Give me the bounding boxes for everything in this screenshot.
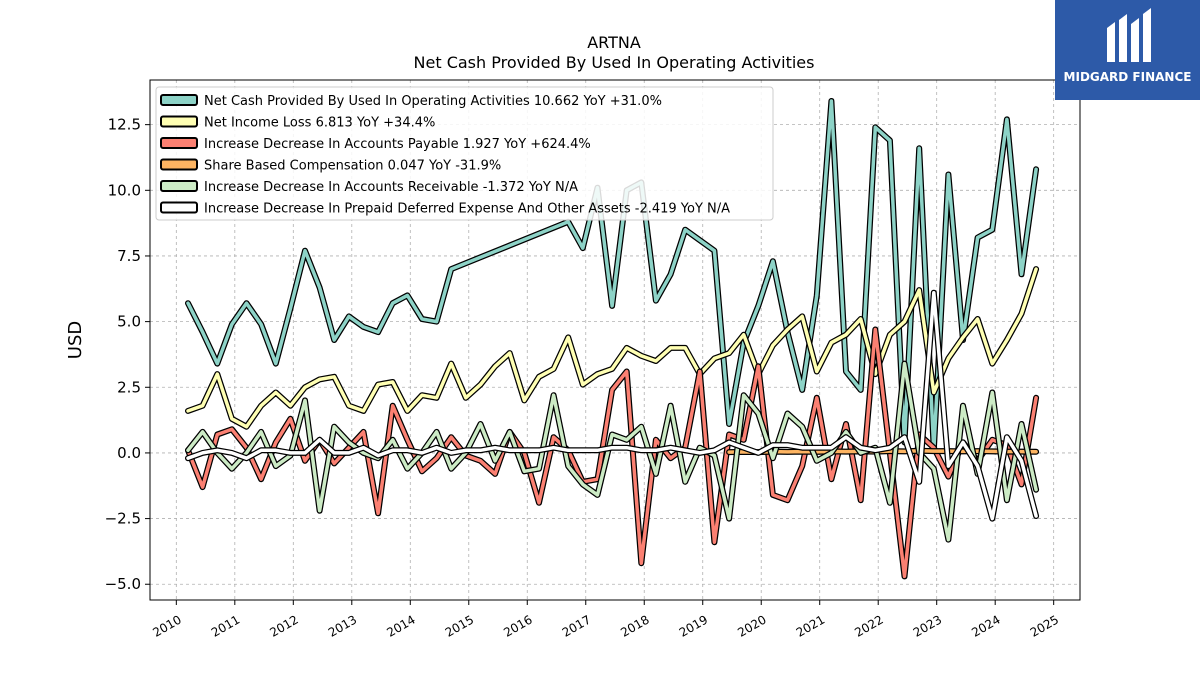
series-line-stroke xyxy=(186,361,1038,542)
y-tick-label: −2.5 xyxy=(105,510,141,528)
x-tick-label: 2019 xyxy=(677,612,710,639)
legend-swatch xyxy=(160,158,198,171)
series-line-stroke xyxy=(186,290,1038,521)
series-line-stroke xyxy=(186,99,1038,453)
legend-swatch xyxy=(160,137,198,149)
legend: Net Cash Provided By Used In Operating A… xyxy=(155,86,774,221)
legend-entry: Net Cash Provided By Used In Operating A… xyxy=(204,94,662,109)
series-line xyxy=(185,98,1040,454)
x-tick-label: 2023 xyxy=(911,612,944,639)
legend-swatch xyxy=(160,115,198,128)
x-tick-label: 2017 xyxy=(560,612,593,639)
y-tick-label: 7.5 xyxy=(117,247,141,265)
x-tick-label: 2016 xyxy=(501,612,534,639)
y-axis-label: USD xyxy=(65,321,86,359)
legend-entry: Net Income Loss 6.813 YoY +34.4% xyxy=(204,116,435,131)
x-tick-label: 2014 xyxy=(384,612,417,639)
x-tick-label: 2011 xyxy=(209,612,242,639)
x-tick-label: 2012 xyxy=(267,612,300,639)
legend-entry: Increase Decrease In Accounts Receivable… xyxy=(204,180,578,195)
x-tick-label: 2018 xyxy=(618,612,651,639)
x-tick-label: 2022 xyxy=(852,612,885,639)
series-line xyxy=(185,266,1040,430)
x-tick-label: 2024 xyxy=(969,612,1002,639)
legend-box xyxy=(155,86,774,221)
series-layer xyxy=(185,98,1040,580)
y-tick-label: 0.0 xyxy=(117,444,141,462)
legend-entry: Increase Decrease In Accounts Payable 1.… xyxy=(204,137,591,152)
x-tick-label: 2015 xyxy=(443,612,476,639)
x-axis: 2010 2011 2012 2013 2014 2015 2016 2017 2018 2019… xyxy=(150,600,1061,640)
x-tick-label: 2013 xyxy=(326,612,359,639)
logo-mark-icon xyxy=(1107,8,1151,62)
midgard-finance-logo: MIDGARD FINANCE xyxy=(1055,0,1200,100)
y-tick-label: 12.5 xyxy=(108,116,141,134)
plot-area: −5.0−2.50.02.55.07.510.012.5 2010 2011 201… xyxy=(105,79,1081,640)
x-tick-label: 2021 xyxy=(794,612,827,639)
x-tick-label: 2020 xyxy=(735,612,768,639)
chart-title: ARTNA xyxy=(587,33,641,52)
y-tick-label: −5.0 xyxy=(105,575,141,593)
legend-swatch xyxy=(160,94,198,106)
x-tick-label: 2025 xyxy=(1028,612,1061,639)
series-line-stroke xyxy=(186,267,1038,429)
chart-subtitle: Net Cash Provided By Used In Operating A… xyxy=(414,53,815,72)
series-line xyxy=(185,360,1040,543)
legend-swatch xyxy=(160,180,198,192)
legend-swatch xyxy=(160,201,198,214)
plot-frame xyxy=(149,79,1081,601)
y-tick-label: 2.5 xyxy=(117,378,141,396)
legend-entry: Share Based Compensation 0.047 YoY -31.9… xyxy=(204,159,501,174)
x-tick-label: 2010 xyxy=(150,612,183,639)
y-tick-label: 5.0 xyxy=(117,313,141,331)
y-axis: −5.0 −2.5 0.0 2.5 5.0 7.5 10.0 12.5 xyxy=(105,116,150,593)
legend-entry: Increase Decrease In Prepaid Deferred Ex… xyxy=(204,202,730,217)
series-line xyxy=(185,289,1040,522)
y-tick-label: 10.0 xyxy=(108,181,141,199)
logo-text: MIDGARD FINANCE xyxy=(1063,70,1192,84)
